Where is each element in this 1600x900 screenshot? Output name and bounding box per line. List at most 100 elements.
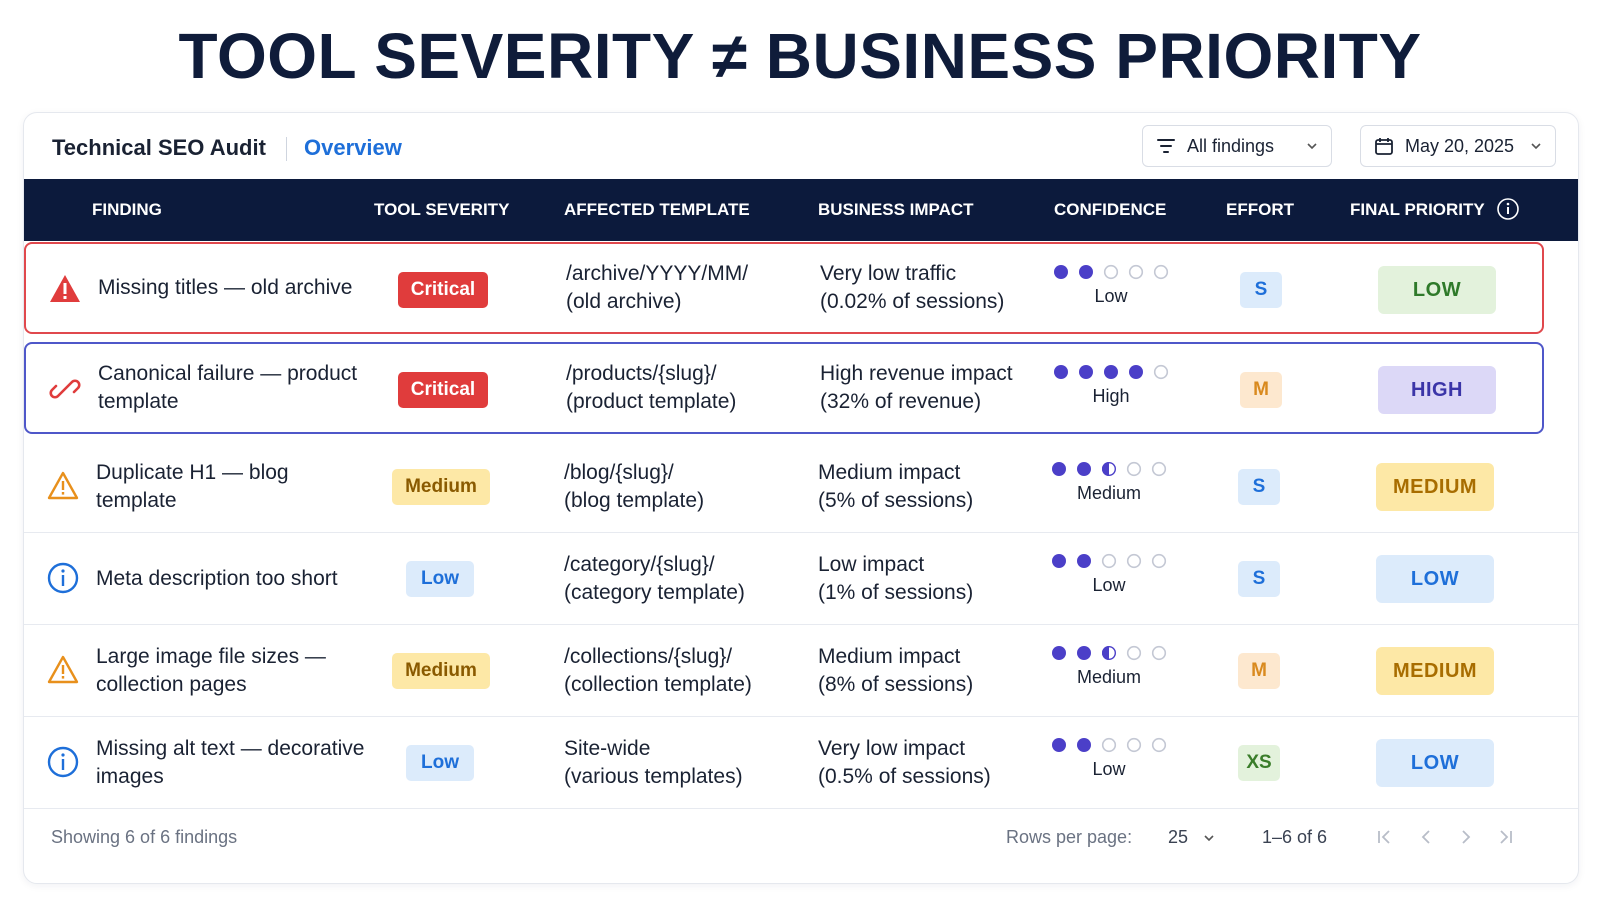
affected-template: /blog/{slug}/ (blog template) [564,441,794,532]
priority-badge: LOW [1376,555,1494,603]
next-page-icon[interactable] [1456,827,1476,847]
confidence-meter: High [1051,364,1171,407]
col-header-confidence[interactable]: CONFIDENCE [1054,200,1167,219]
confidence-dot [1103,364,1119,380]
calendar-icon [1375,138,1393,155]
confidence-label: Low [1092,759,1126,779]
confidence-dot [1126,737,1142,753]
impact-detail: (0.02% of sessions) [820,290,1005,313]
finding-name[interactable]: Missing titles — old archive [98,276,353,299]
template-path: /category/{slug}/ [564,552,715,576]
info-circle-icon [46,561,80,595]
col-header-final-priority[interactable]: FINAL PRIORITY [1350,200,1485,219]
confidence-label: High [1092,386,1130,406]
filter-icon [1157,139,1175,153]
impact-summary: Very low traffic [820,262,957,285]
col-header-affected-template[interactable]: AFFECTED TEMPLATE [564,200,750,219]
impact-summary: Low impact [818,552,925,576]
chevron-down-icon [1531,143,1541,150]
effort-badge: M [1240,372,1282,408]
finding-name[interactable]: Duplicate H1 — blog template [96,460,289,512]
confidence-dot [1051,461,1067,477]
effort-badge: S [1238,469,1280,505]
priority-badge: MEDIUM [1376,463,1494,511]
confidence-dot [1128,264,1144,280]
confidence-dot [1053,264,1069,280]
table-row[interactable]: Missing alt text — decorative images Low S… [24,717,1578,809]
confidence-meter: Medium [1049,645,1169,688]
template-path: /products/{slug}/ [566,362,717,385]
app-title: Technical SEO Audit [52,135,266,160]
table-row[interactable]: Meta description too short Low/category/{… [24,533,1578,625]
confidence-dot [1078,364,1094,380]
last-page-icon[interactable] [1496,827,1516,847]
confidence-dot [1126,461,1142,477]
impact-summary: Very low impact [818,736,966,760]
table-header: FINDING TOOL SEVERITY AFFECTED TEMPLATE … [24,179,1578,241]
business-impact: Very low traffic (0.02% of sessions) [820,244,1040,332]
col-header-business-impact[interactable]: BUSINESS IMPACT [818,200,974,219]
template-type: (collection template) [564,672,752,696]
confidence-dot [1101,461,1117,477]
confidence-dot [1076,553,1092,569]
template-type: (category template) [564,580,745,604]
confidence-dot [1126,645,1142,661]
alert-red-icon [48,272,82,306]
confidence-dot [1053,364,1069,380]
affected-template: /collections/{slug}/ (collection template… [564,625,794,716]
affected-template: /category/{slug}/ (category template) [564,533,794,624]
table-row[interactable]: Missing titles — old archive Critical/arc… [24,242,1544,334]
template-path: /blog/{slug}/ [564,460,674,484]
tab-overview[interactable]: Overview [304,135,402,160]
confidence-dot [1076,645,1092,661]
info-circle-icon [46,745,80,779]
table-row[interactable]: Large image file sizes — collection page… [24,625,1578,717]
effort-badge: XS [1238,745,1280,781]
finding-name[interactable]: Large image file sizes — collection page… [96,644,326,696]
first-page-icon[interactable] [1374,827,1394,847]
table-row[interactable]: Duplicate H1 — blog template Medium/blog/… [24,441,1578,533]
confidence-dot [1153,264,1169,280]
template-type: (old archive) [566,290,682,313]
prev-page-icon[interactable] [1416,827,1436,847]
confidence-dot [1103,264,1119,280]
affected-template: Site-wide (various templates) [564,717,794,808]
business-impact: High revenue impact (32% of revenue) [820,344,1040,432]
chevron-down-icon [1307,143,1317,150]
toolbar: Technical SEO Audit Overview All finding… [24,113,1578,183]
rows-per-page-select[interactable]: 25 [1168,827,1189,847]
table-row[interactable]: Canonical failure — product template Crit… [24,342,1544,434]
broken-link-icon [48,372,82,406]
confidence-dot [1101,553,1117,569]
confidence-dot [1051,737,1067,753]
date-picker-dropdown[interactable]: May 20, 2025 [1360,125,1556,167]
severity-badge: Medium [392,469,490,505]
business-impact: Low impact (1% of sessions) [818,533,1038,624]
col-header-effort[interactable]: EFFORT [1226,200,1294,219]
confidence-dot [1128,364,1144,380]
page-range: 1–6 of 6 [1262,827,1328,847]
impact-summary: High revenue impact [820,362,1013,385]
confidence-label: Low [1092,575,1126,595]
confidence-dot [1101,645,1117,661]
col-header-tool-severity[interactable]: TOOL SEVERITY [374,200,510,219]
col-header-finding[interactable]: FINDING [92,200,162,219]
page-headline: TOOL SEVERITY ≠ BUSINESS PRIORITY [178,20,1422,92]
impact-detail: (0.5% of sessions) [818,764,991,788]
confidence-dot [1151,461,1167,477]
toolbar-divider [286,137,287,161]
impact-summary: Medium impact [818,644,961,668]
effort-badge: M [1238,653,1280,689]
finding-name[interactable]: Meta description too short [96,566,338,590]
warning-icon [46,469,80,503]
severity-badge: Medium [392,653,490,689]
findings-filter-dropdown[interactable]: All findings [1142,125,1332,167]
confidence-dot [1076,461,1092,477]
finding-name[interactable]: Canonical failure — product template [98,362,358,413]
confidence-meter: Medium [1049,461,1169,504]
chevron-down-icon[interactable] [1202,831,1216,845]
info-icon[interactable] [1496,197,1520,221]
confidence-dot [1076,737,1092,753]
confidence-label: Medium [1076,483,1142,503]
finding-name[interactable]: Missing alt text — decorative images [96,736,365,788]
